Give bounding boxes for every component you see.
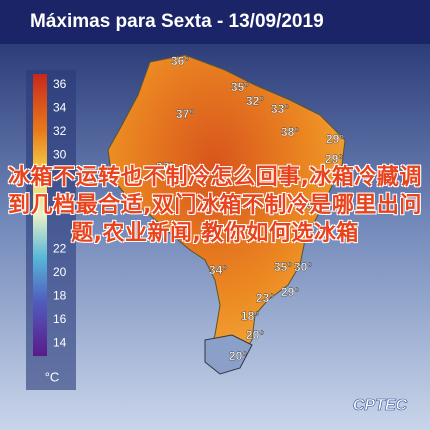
legend-tick: 30	[53, 148, 67, 162]
legend-tick: 36	[53, 77, 67, 91]
temperature-label: 40°	[244, 198, 262, 212]
temperature-label: 36°	[171, 54, 189, 68]
temperature-label: 38°	[281, 125, 299, 139]
legend-tick: 20	[53, 265, 67, 279]
legend-tick: 34	[53, 101, 67, 115]
temperature-label: 37°	[176, 107, 194, 121]
temperature-label: 29°	[325, 152, 343, 166]
title: Máximas para Sexta - 13/09/2019	[30, 11, 324, 32]
legend-tick: 32	[53, 124, 67, 138]
temperature-label: 20°	[229, 349, 247, 363]
south-region	[204, 334, 253, 375]
temperature-label: 32°	[246, 94, 264, 108]
overlay-text: 冰箱不运转也不制冷怎么回事,冰箱冷藏调到几档最合适,双门冰箱不制冷是哪里出问题,…	[8, 165, 422, 246]
legend-tick: 16	[53, 312, 67, 326]
logo: CPTEC	[353, 397, 408, 414]
legend-tick: 22	[53, 242, 67, 256]
legend-tick: 14	[53, 336, 67, 350]
legend-unit: °C	[45, 369, 60, 384]
temperature-label: 20°	[246, 328, 264, 342]
temperature-label: 35°	[274, 260, 292, 274]
temperature-label: 29°	[326, 132, 344, 146]
temperature-label: 23°	[256, 291, 274, 305]
temperature-label: 29°	[299, 198, 317, 212]
title-bar	[0, 0, 430, 44]
temperature-label: 29°	[281, 285, 299, 299]
legend-tick: 18	[53, 289, 67, 303]
temperature-label: 33°	[271, 102, 289, 116]
temperature-label: 34°	[209, 263, 227, 277]
colorbar	[33, 74, 47, 356]
temperature-label: 35°	[231, 80, 249, 94]
temperature-label: 30°	[294, 260, 312, 274]
temperature-label: 18°	[241, 309, 259, 323]
temperature-label: 37°	[156, 160, 174, 174]
